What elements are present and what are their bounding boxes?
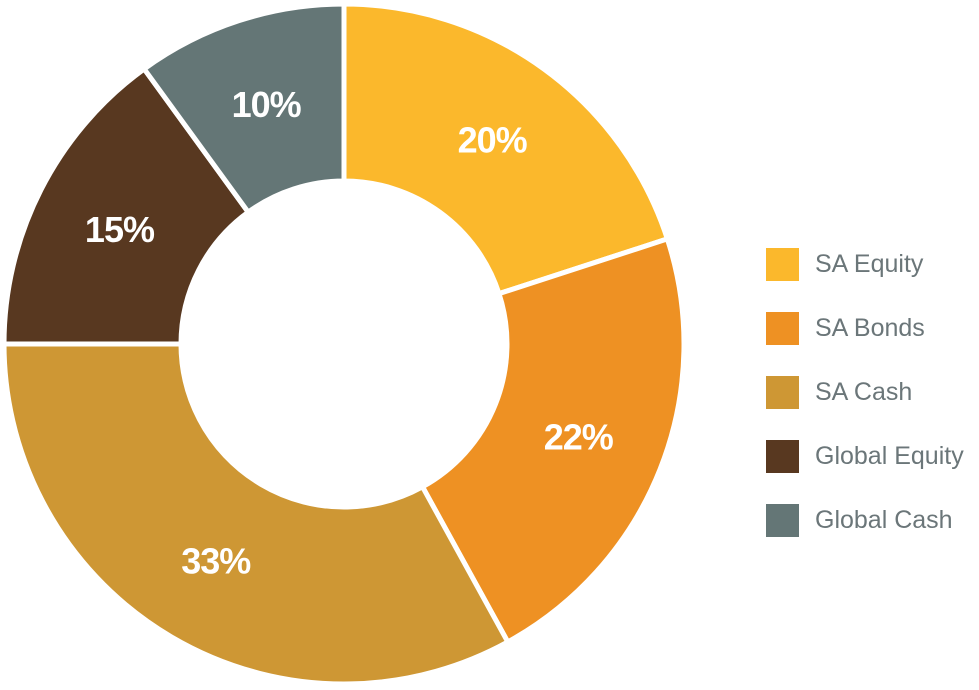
legend: SA Equity SA Bonds SA Cash Global Equity Glo…	[766, 232, 964, 552]
legend-swatch	[766, 375, 799, 409]
slice-sa-cash	[1, 341, 512, 687]
legend-item-sa-cash: SA Cash	[766, 360, 964, 424]
slice-label-sa-equity: 20%	[458, 120, 528, 161]
slice-global-cash	[140, 1, 347, 216]
legend-swatch	[766, 247, 799, 281]
legend-swatch	[766, 439, 799, 473]
legend-label: SA Cash	[815, 377, 913, 406]
slice-label-global-equity: 15%	[85, 209, 155, 250]
legend-label: SA Bonds	[815, 313, 925, 342]
slice-label-global-cash: 10%	[232, 84, 302, 125]
legend-label: SA Equity	[815, 249, 924, 278]
legend-label: Global Equity	[815, 441, 964, 470]
legend-swatch	[766, 311, 799, 345]
legend-label: Global Cash	[815, 505, 953, 534]
slice-label-sa-cash: 33%	[181, 540, 251, 581]
legend-item-sa-equity: SA Equity	[766, 232, 964, 296]
slice-global-equity	[1, 65, 252, 347]
legend-item-global-equity: Global Equity	[766, 424, 964, 488]
slice-sa-bonds	[419, 235, 687, 646]
legend-item-global-cash: Global Cash	[766, 488, 964, 552]
donut-chart: 20% 22% 33% 15% 10%	[1, 1, 687, 687]
legend-swatch	[766, 503, 799, 537]
slice-sa-equity	[341, 1, 671, 297]
legend-item-sa-bonds: SA Bonds	[766, 296, 964, 360]
slice-label-sa-bonds: 22%	[544, 416, 614, 457]
